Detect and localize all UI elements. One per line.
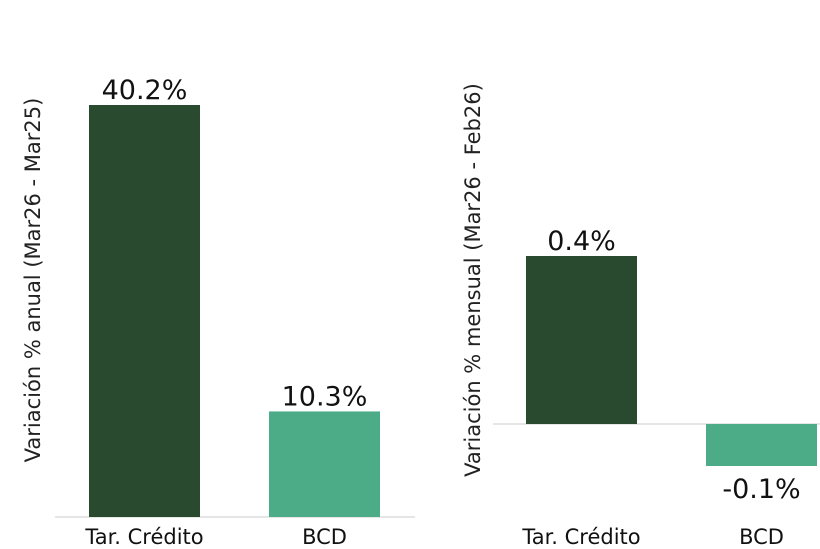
value-label: -0.1% bbox=[722, 474, 800, 505]
y-axis-label: Variación % mensual (Mar26 - Feb26) bbox=[461, 83, 485, 477]
x-tick-label: BCD bbox=[302, 525, 347, 549]
bar bbox=[89, 105, 200, 517]
value-label: 10.3% bbox=[282, 381, 368, 412]
bar bbox=[526, 256, 637, 424]
value-label: 40.2% bbox=[102, 75, 188, 106]
bar bbox=[706, 424, 817, 466]
value-label: 0.4% bbox=[547, 226, 616, 257]
y-axis-label: Variación % anual (Mar26 - Mar25) bbox=[21, 98, 45, 463]
x-tick-label: BCD bbox=[739, 525, 784, 549]
x-tick-label: Tar. Crédito bbox=[521, 525, 640, 549]
bar bbox=[269, 411, 380, 517]
x-tick-label: Tar. Crédito bbox=[84, 525, 203, 549]
